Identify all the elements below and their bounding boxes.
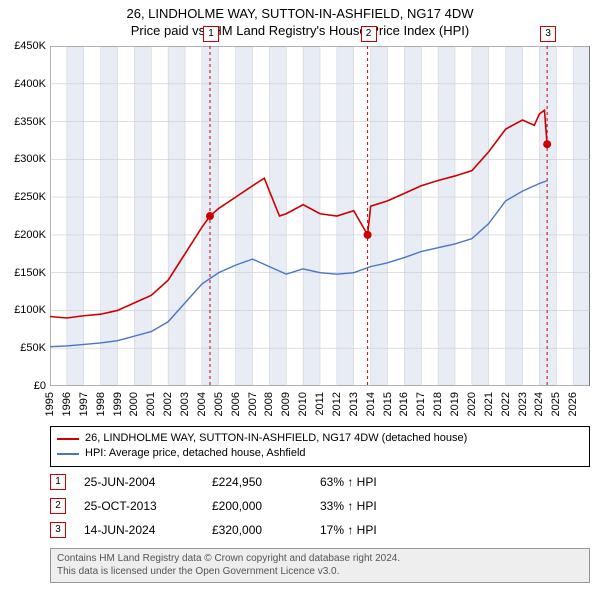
x-tick-label: 2003	[179, 392, 191, 416]
transaction-row: 1 25-JUN-2004 £224,950 63% ↑ HPI	[50, 470, 590, 494]
x-tick-label: 2018	[432, 392, 444, 416]
legend-item-property: 26, LINDHOLME WAY, SUTTON-IN-ASHFIELD, N…	[57, 431, 583, 446]
x-tick-label: 2022	[500, 392, 512, 416]
y-tick-label: £200K	[14, 229, 46, 241]
x-tick-label: 2026	[567, 392, 579, 416]
transaction-marker: 1	[50, 474, 66, 490]
x-tick-label: 2002	[162, 392, 174, 416]
x-tick-label: 2001	[145, 392, 157, 416]
x-tick-label: 2019	[449, 392, 461, 416]
y-tick-label: £450K	[14, 40, 46, 52]
legend: 26, LINDHOLME WAY, SUTTON-IN-ASHFIELD, N…	[50, 426, 590, 467]
legend-label: 26, LINDHOLME WAY, SUTTON-IN-ASHFIELD, N…	[85, 431, 467, 446]
transaction-pct-vs-hpi: 33% ↑ HPI	[320, 499, 440, 513]
plot-svg	[50, 46, 590, 386]
chart-marker-2: 2	[361, 26, 377, 42]
plot-area: 123	[50, 46, 590, 386]
title-line-2: Price paid vs. HM Land Registry's House …	[0, 23, 600, 40]
transaction-marker: 2	[50, 498, 66, 514]
x-tick-label: 2011	[314, 392, 326, 416]
footer-line-2: This data is licensed under the Open Gov…	[57, 566, 583, 579]
chart-marker-1: 1	[203, 26, 219, 42]
footer-line-1: Contains HM Land Registry data © Crown c…	[57, 553, 583, 566]
y-tick-label: £300K	[14, 153, 46, 165]
x-tick-label: 1997	[78, 392, 90, 416]
x-tick-label: 2025	[550, 392, 562, 416]
x-tick-label: 2023	[517, 392, 529, 416]
y-tick-label: £150K	[14, 267, 46, 279]
x-axis: 1995199619971998199920002001200220032004…	[50, 388, 590, 428]
transaction-marker: 3	[50, 522, 66, 538]
x-tick-label: 2006	[230, 392, 242, 416]
x-tick-label: 2005	[213, 392, 225, 416]
x-tick-label: 1999	[112, 392, 124, 416]
chart-marker-3: 3	[540, 26, 556, 42]
x-tick-label: 2020	[466, 392, 478, 416]
x-tick-label: 2013	[348, 392, 360, 416]
legend-label: HPI: Average price, detached house, Ashf…	[85, 446, 306, 461]
x-tick-label: 2009	[280, 392, 292, 416]
chart-title: 26, LINDHOLME WAY, SUTTON-IN-ASHFIELD, N…	[0, 6, 600, 40]
transaction-pct-vs-hpi: 63% ↑ HPI	[320, 475, 440, 489]
y-tick-label: £100K	[14, 304, 46, 316]
transaction-price: £320,000	[212, 523, 302, 537]
x-tick-label: 1996	[61, 392, 73, 416]
x-tick-label: 2010	[297, 392, 309, 416]
y-tick-label: £350K	[14, 116, 46, 128]
transaction-date: 25-JUN-2004	[84, 475, 194, 489]
x-tick-label: 2014	[365, 392, 377, 416]
y-tick-label: £250K	[14, 191, 46, 203]
y-tick-label: £50K	[20, 342, 46, 354]
attribution-footer: Contains HM Land Registry data © Crown c…	[50, 548, 590, 583]
x-tick-label: 2021	[483, 392, 495, 416]
transaction-row: 3 14-JUN-2024 £320,000 17% ↑ HPI	[50, 518, 590, 542]
x-tick-label: 2007	[247, 392, 259, 416]
title-line-1: 26, LINDHOLME WAY, SUTTON-IN-ASHFIELD, N…	[0, 6, 600, 23]
x-tick-label: 2004	[196, 392, 208, 416]
legend-item-hpi: HPI: Average price, detached house, Ashf…	[57, 446, 583, 461]
x-tick-label: 1998	[95, 392, 107, 416]
price-vs-hpi-chart: 26, LINDHOLME WAY, SUTTON-IN-ASHFIELD, N…	[0, 0, 600, 590]
x-tick-label: 2000	[128, 392, 140, 416]
y-tick-label: £400K	[14, 78, 46, 90]
x-tick-label: 2024	[533, 392, 545, 416]
x-tick-label: 2012	[331, 392, 343, 416]
transaction-price: £200,000	[212, 499, 302, 513]
legend-swatch	[57, 453, 79, 455]
x-tick-label: 2016	[398, 392, 410, 416]
x-tick-label: 1995	[44, 392, 56, 416]
x-tick-label: 2017	[415, 392, 427, 416]
transaction-date: 25-OCT-2013	[84, 499, 194, 513]
transaction-pct-vs-hpi: 17% ↑ HPI	[320, 523, 440, 537]
transaction-date: 14-JUN-2024	[84, 523, 194, 537]
legend-swatch	[57, 438, 79, 440]
transaction-price: £224,950	[212, 475, 302, 489]
y-axis: £0£50K£100K£150K£200K£250K£300K£350K£400…	[0, 46, 48, 386]
y-tick-label: £0	[34, 380, 46, 392]
x-tick-label: 2015	[382, 392, 394, 416]
x-tick-label: 2008	[263, 392, 275, 416]
transaction-row: 2 25-OCT-2013 £200,000 33% ↑ HPI	[50, 494, 590, 518]
transactions-table: 1 25-JUN-2004 £224,950 63% ↑ HPI 2 25-OCT-201…	[50, 470, 590, 542]
